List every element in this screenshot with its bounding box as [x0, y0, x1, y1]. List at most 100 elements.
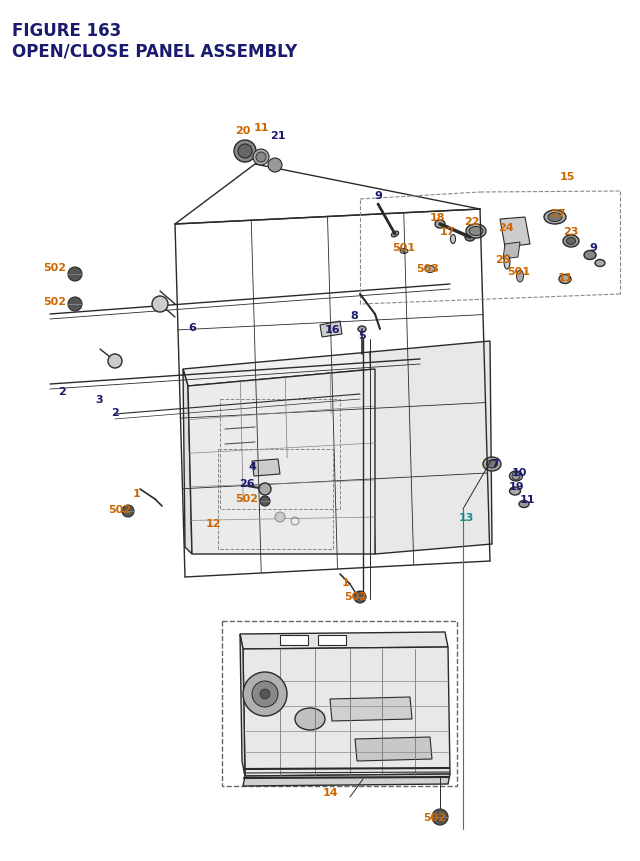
- Text: 15: 15: [559, 172, 575, 182]
- Circle shape: [253, 150, 269, 166]
- Text: 11: 11: [557, 273, 573, 282]
- Circle shape: [252, 681, 278, 707]
- Text: 27: 27: [550, 208, 566, 219]
- Polygon shape: [500, 218, 530, 248]
- Text: 26: 26: [239, 479, 255, 488]
- Text: 25: 25: [495, 255, 511, 264]
- Text: 17: 17: [439, 226, 455, 237]
- Circle shape: [68, 268, 82, 282]
- Text: 7: 7: [491, 458, 499, 468]
- Text: 502: 502: [44, 263, 67, 273]
- Ellipse shape: [358, 326, 366, 332]
- Polygon shape: [503, 243, 520, 260]
- Text: 12: 12: [205, 518, 221, 529]
- Ellipse shape: [595, 260, 605, 267]
- Ellipse shape: [509, 487, 520, 495]
- Ellipse shape: [451, 235, 456, 245]
- Text: 23: 23: [563, 226, 579, 237]
- Text: 11: 11: [253, 123, 269, 133]
- Text: FIGURE 163: FIGURE 163: [12, 22, 121, 40]
- Polygon shape: [183, 353, 375, 387]
- Circle shape: [68, 298, 82, 312]
- Text: 1: 1: [133, 488, 141, 499]
- Polygon shape: [370, 342, 492, 554]
- Circle shape: [275, 512, 285, 523]
- Text: 18: 18: [429, 213, 445, 223]
- Circle shape: [152, 297, 168, 313]
- Bar: [220, 400, 340, 510]
- Text: 4: 4: [248, 461, 256, 472]
- Circle shape: [243, 672, 287, 716]
- Circle shape: [122, 505, 134, 517]
- Ellipse shape: [509, 472, 522, 481]
- Text: 11: 11: [519, 494, 535, 505]
- Polygon shape: [252, 460, 280, 476]
- Circle shape: [238, 145, 252, 158]
- Text: 502: 502: [236, 493, 259, 504]
- Text: 21: 21: [270, 131, 285, 141]
- Text: 6: 6: [188, 323, 196, 332]
- Ellipse shape: [544, 211, 566, 225]
- Circle shape: [512, 473, 520, 480]
- Circle shape: [432, 809, 448, 825]
- Circle shape: [259, 483, 271, 495]
- Ellipse shape: [469, 227, 483, 236]
- Text: 22: 22: [464, 217, 480, 226]
- Text: 1: 1: [342, 578, 350, 587]
- Ellipse shape: [559, 276, 571, 284]
- Polygon shape: [183, 369, 192, 554]
- Polygon shape: [330, 697, 412, 722]
- Ellipse shape: [519, 501, 529, 508]
- Text: 502: 502: [424, 812, 447, 822]
- Ellipse shape: [295, 709, 325, 730]
- Text: 502: 502: [109, 505, 131, 514]
- Text: 502: 502: [344, 592, 367, 601]
- Bar: [218, 449, 333, 549]
- Ellipse shape: [548, 214, 562, 222]
- Circle shape: [260, 689, 270, 699]
- Text: 9: 9: [374, 191, 382, 201]
- Ellipse shape: [465, 233, 475, 242]
- Text: 9: 9: [589, 243, 597, 253]
- Ellipse shape: [400, 249, 408, 254]
- Polygon shape: [243, 647, 450, 776]
- Ellipse shape: [425, 266, 435, 273]
- Ellipse shape: [566, 238, 575, 245]
- Circle shape: [256, 152, 266, 163]
- Bar: [318, 635, 346, 645]
- Polygon shape: [355, 737, 432, 761]
- Text: 2: 2: [111, 407, 119, 418]
- Text: OPEN/CLOSE PANEL ASSEMBLY: OPEN/CLOSE PANEL ASSEMBLY: [12, 42, 297, 60]
- Polygon shape: [240, 632, 448, 649]
- Text: 3: 3: [95, 394, 103, 405]
- Text: 501: 501: [392, 243, 415, 253]
- Text: 14: 14: [322, 787, 338, 797]
- Text: 24: 24: [498, 223, 514, 232]
- Text: 13: 13: [458, 512, 474, 523]
- Text: 5: 5: [358, 331, 366, 341]
- Ellipse shape: [486, 461, 497, 468]
- Text: 8: 8: [350, 311, 358, 320]
- Circle shape: [354, 592, 366, 604]
- Text: 20: 20: [236, 126, 251, 136]
- Text: 19: 19: [509, 481, 525, 492]
- Ellipse shape: [516, 270, 524, 282]
- Bar: [222, 622, 457, 786]
- Text: 2: 2: [58, 387, 66, 397]
- Polygon shape: [240, 635, 245, 776]
- Circle shape: [260, 497, 270, 506]
- Text: 501: 501: [508, 267, 531, 276]
- Ellipse shape: [483, 457, 501, 472]
- Polygon shape: [243, 774, 450, 786]
- Ellipse shape: [466, 225, 486, 238]
- Circle shape: [268, 158, 282, 173]
- Bar: [280, 635, 308, 645]
- Text: 503: 503: [417, 263, 440, 274]
- Ellipse shape: [504, 256, 510, 269]
- Polygon shape: [320, 322, 342, 338]
- Ellipse shape: [563, 236, 579, 248]
- Circle shape: [108, 355, 122, 369]
- Ellipse shape: [435, 220, 445, 229]
- Polygon shape: [188, 369, 375, 554]
- Text: 10: 10: [511, 468, 527, 478]
